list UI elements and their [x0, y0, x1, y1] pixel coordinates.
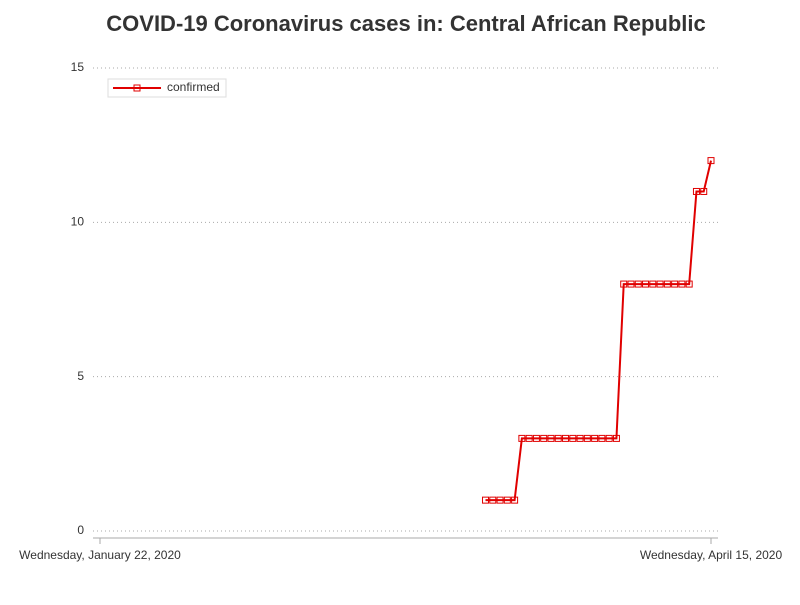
- legend-box: [107, 78, 227, 98]
- point-marker: [511, 496, 519, 504]
- point-marker: [583, 434, 591, 442]
- point-marker: [503, 496, 511, 504]
- point-marker: [547, 434, 555, 442]
- x-tick-label: Wednesday, January 22, 2020: [19, 548, 181, 562]
- point-marker: [569, 434, 577, 442]
- y-tick-label: 15: [71, 60, 85, 74]
- point-marker: [685, 280, 693, 288]
- legend-marker: [133, 84, 141, 92]
- point-marker: [576, 434, 584, 442]
- y-tick-label: 10: [71, 215, 85, 229]
- point-marker: [554, 434, 562, 442]
- point-marker: [627, 280, 635, 288]
- point-marker: [642, 280, 650, 288]
- point-marker: [562, 434, 570, 442]
- point-marker: [598, 434, 606, 442]
- x-tick-label: Wednesday, April 15, 2020: [640, 548, 783, 562]
- point-marker: [540, 434, 548, 442]
- point-marker: [678, 280, 686, 288]
- series-line: [485, 160, 712, 502]
- point-marker: [496, 496, 504, 504]
- point-marker: [620, 280, 628, 288]
- point-marker: [649, 280, 657, 288]
- chart-title: COVID-19 Coronavirus cases in: Central A…: [106, 11, 705, 36]
- point-marker: [707, 157, 715, 165]
- y-tick-label: 5: [77, 369, 84, 383]
- point-marker: [482, 496, 490, 504]
- point-marker: [700, 187, 708, 195]
- y-tick-label: 0: [77, 523, 84, 537]
- point-marker: [532, 434, 540, 442]
- point-marker: [525, 434, 533, 442]
- point-marker: [671, 280, 679, 288]
- legend-label: confirmed: [167, 80, 220, 94]
- point-marker: [591, 434, 599, 442]
- point-marker: [612, 434, 620, 442]
- point-marker: [605, 434, 613, 442]
- point-marker: [663, 280, 671, 288]
- point-marker: [656, 280, 664, 288]
- point-marker: [489, 496, 497, 504]
- point-marker: [692, 187, 700, 195]
- point-marker: [518, 434, 526, 442]
- point-marker: [634, 280, 642, 288]
